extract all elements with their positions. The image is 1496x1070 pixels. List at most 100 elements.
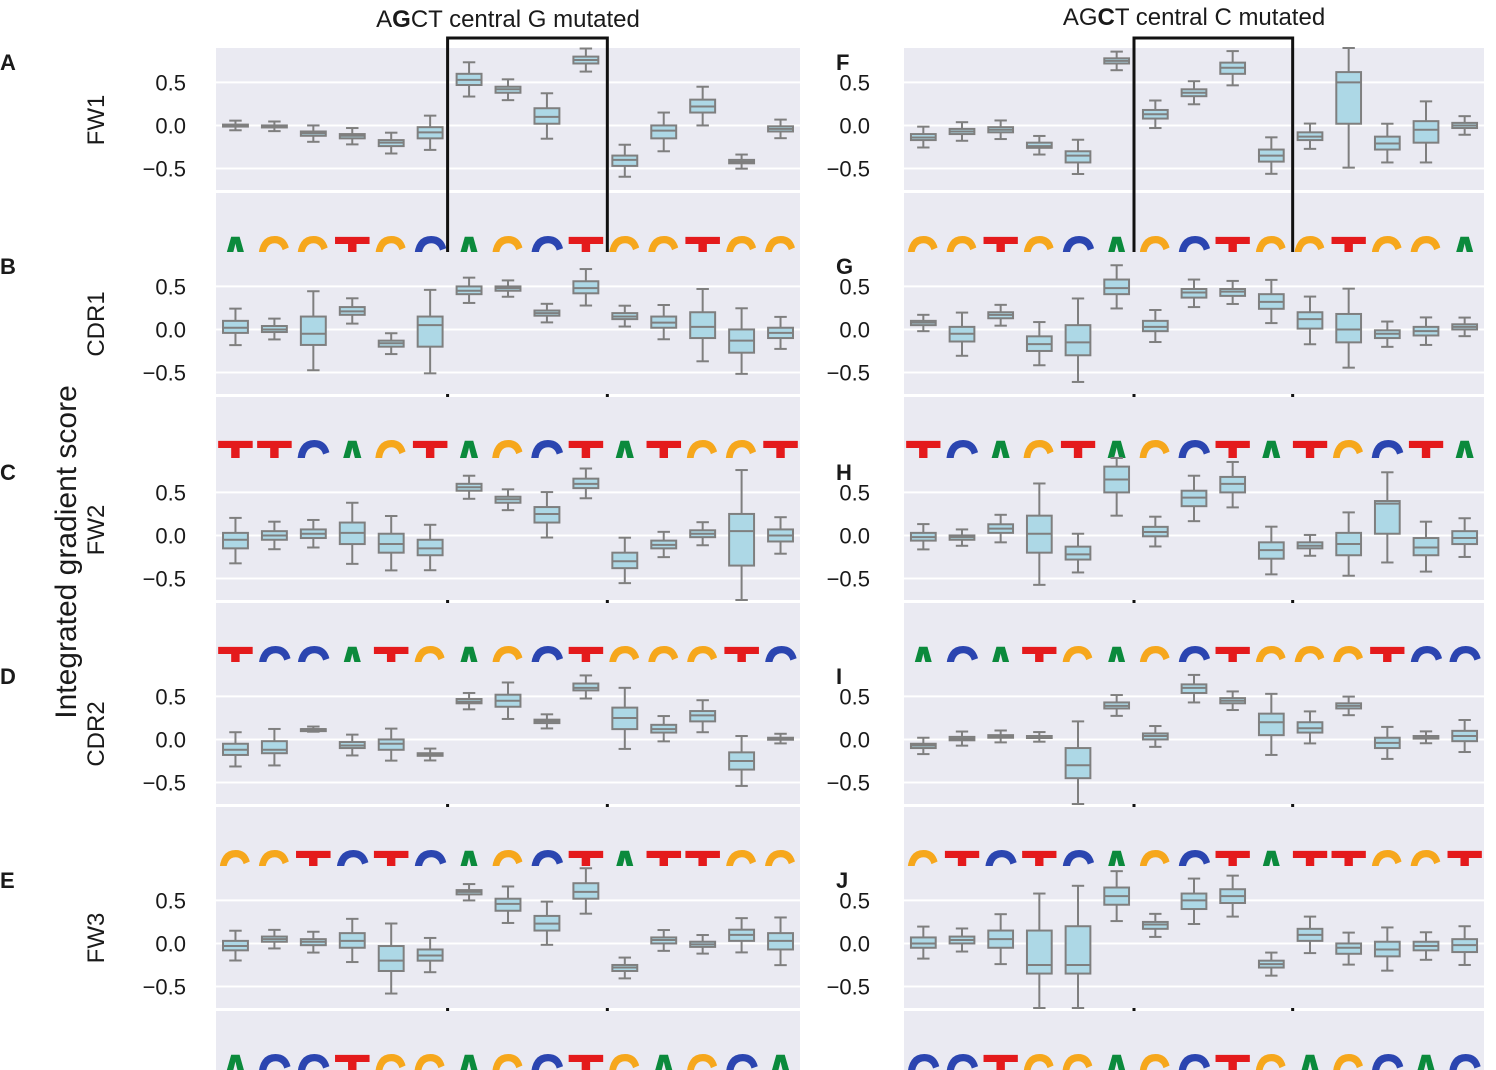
y-tick-label: 0.5: [155, 888, 186, 913]
logo-letter: C: [906, 1041, 942, 1070]
logo-letter: C: [295, 1041, 331, 1070]
box: [1103, 278, 1131, 296]
y-tick-label: 0.0: [155, 727, 186, 752]
y-tick-label: 0.5: [839, 70, 870, 95]
panel-letter: C: [0, 460, 16, 485]
logo-letter: G: [412, 1041, 448, 1070]
logo-letter: T: [568, 1041, 604, 1070]
logo-letter: G: [1022, 1041, 1058, 1070]
logo-letter: C: [529, 1041, 565, 1070]
y-tick-label: 0.0: [839, 727, 870, 752]
y-tick-label: 0.0: [839, 317, 870, 342]
logo-letter: G: [1060, 1041, 1096, 1070]
y-tick-label: −0.5: [827, 974, 870, 999]
y-tick-label: 0.0: [155, 113, 186, 138]
y-tick-label: −0.5: [143, 770, 186, 795]
panel-letter: E: [0, 868, 15, 893]
box: [1335, 71, 1363, 125]
box: [1064, 150, 1092, 164]
panel-letter: I: [836, 664, 842, 689]
logo-letter: G: [490, 1041, 526, 1070]
y-tick-label: 0.5: [155, 274, 186, 299]
panel-J: 0.50.0−0.5CCTGGAGCTGAGCACJ: [827, 866, 1484, 1070]
logo-letter: A: [646, 1041, 682, 1070]
y-tick-label: 0.0: [155, 523, 186, 548]
y-tick-label: −0.5: [827, 566, 870, 591]
y-axis-label: Integrated gradient score: [50, 385, 83, 719]
logo-bg: [904, 1011, 1484, 1070]
logo-letter: A: [1408, 1041, 1444, 1070]
y-tick-label: −0.5: [827, 360, 870, 385]
logo-letter: G: [1331, 1041, 1367, 1070]
panel-bg: [904, 48, 1484, 190]
y-tick-label: 0.5: [155, 480, 186, 505]
logo-letter: C: [1447, 1041, 1483, 1070]
box: [260, 740, 288, 755]
panel-letter: H: [836, 460, 852, 485]
y-tick-label: 0.0: [839, 931, 870, 956]
box: [728, 512, 756, 567]
y-tick-label: −0.5: [143, 156, 186, 181]
panel-letter: F: [836, 50, 849, 75]
y-tick-label: 0.0: [155, 931, 186, 956]
panel-letter: B: [0, 254, 16, 279]
y-tick-label: 0.0: [839, 113, 870, 138]
logo-letter: G: [685, 1041, 721, 1070]
panel-ylabel: FW2: [83, 505, 110, 556]
logo-letter: A: [1099, 1041, 1135, 1070]
logo-letter: A: [1292, 1041, 1328, 1070]
panel-ylabel: CDR2: [83, 701, 110, 766]
box: [1335, 312, 1363, 344]
logo-letter: T: [334, 1041, 370, 1070]
logo-letter: G: [1254, 1041, 1290, 1070]
y-tick-label: −0.5: [143, 566, 186, 591]
y-tick-label: 0.0: [839, 523, 870, 548]
box: [1373, 500, 1401, 535]
y-tick-label: −0.5: [827, 770, 870, 795]
y-tick-label: 0.5: [155, 684, 186, 709]
logo-letter: C: [1370, 1041, 1406, 1070]
box: [1257, 712, 1285, 737]
y-tick-label: 0.5: [839, 684, 870, 709]
box: [1064, 747, 1092, 780]
logo-letter: C: [944, 1041, 980, 1070]
box: [299, 315, 327, 346]
box: [1025, 929, 1053, 975]
logo-letter: C: [256, 1041, 292, 1070]
box: [416, 315, 444, 348]
box: [1064, 545, 1092, 561]
box: [377, 945, 405, 972]
logo-letter: C: [724, 1041, 760, 1070]
y-tick-label: 0.0: [155, 317, 186, 342]
logo-letter: C: [1176, 1041, 1212, 1070]
logo-letter: A: [451, 1041, 487, 1070]
box: [650, 124, 678, 140]
box: [1064, 324, 1092, 357]
panel-ylabel: FW3: [83, 913, 110, 964]
panel-ylabel: FW1: [83, 95, 110, 146]
panel-letter: A: [0, 50, 16, 75]
y-tick-label: 0.5: [839, 888, 870, 913]
box: [1296, 311, 1324, 330]
y-tick-label: −0.5: [143, 974, 186, 999]
y-tick-label: 0.5: [155, 70, 186, 95]
box: [689, 311, 717, 340]
y-tick-label: −0.5: [827, 156, 870, 181]
panel-letter: G: [836, 254, 853, 279]
logo-letter: G: [1138, 1041, 1174, 1070]
column-title-left: AGCT central G mutated: [376, 6, 640, 33]
panel-letter: D: [0, 664, 16, 689]
logo-letter: A: [763, 1041, 799, 1070]
logo-letter: T: [1215, 1041, 1251, 1070]
panel-ylabel: CDR1: [83, 291, 110, 356]
panel-letter: J: [836, 868, 848, 893]
y-tick-label: 0.5: [839, 480, 870, 505]
logo-letter: T: [983, 1041, 1019, 1070]
logo-letter: G: [607, 1041, 643, 1070]
logo-bg: [216, 1011, 800, 1070]
box: [1412, 120, 1440, 144]
y-tick-label: 0.5: [839, 274, 870, 299]
column-title-right: AGCT central C mutated: [1063, 4, 1325, 31]
logo-letter: G: [373, 1041, 409, 1070]
